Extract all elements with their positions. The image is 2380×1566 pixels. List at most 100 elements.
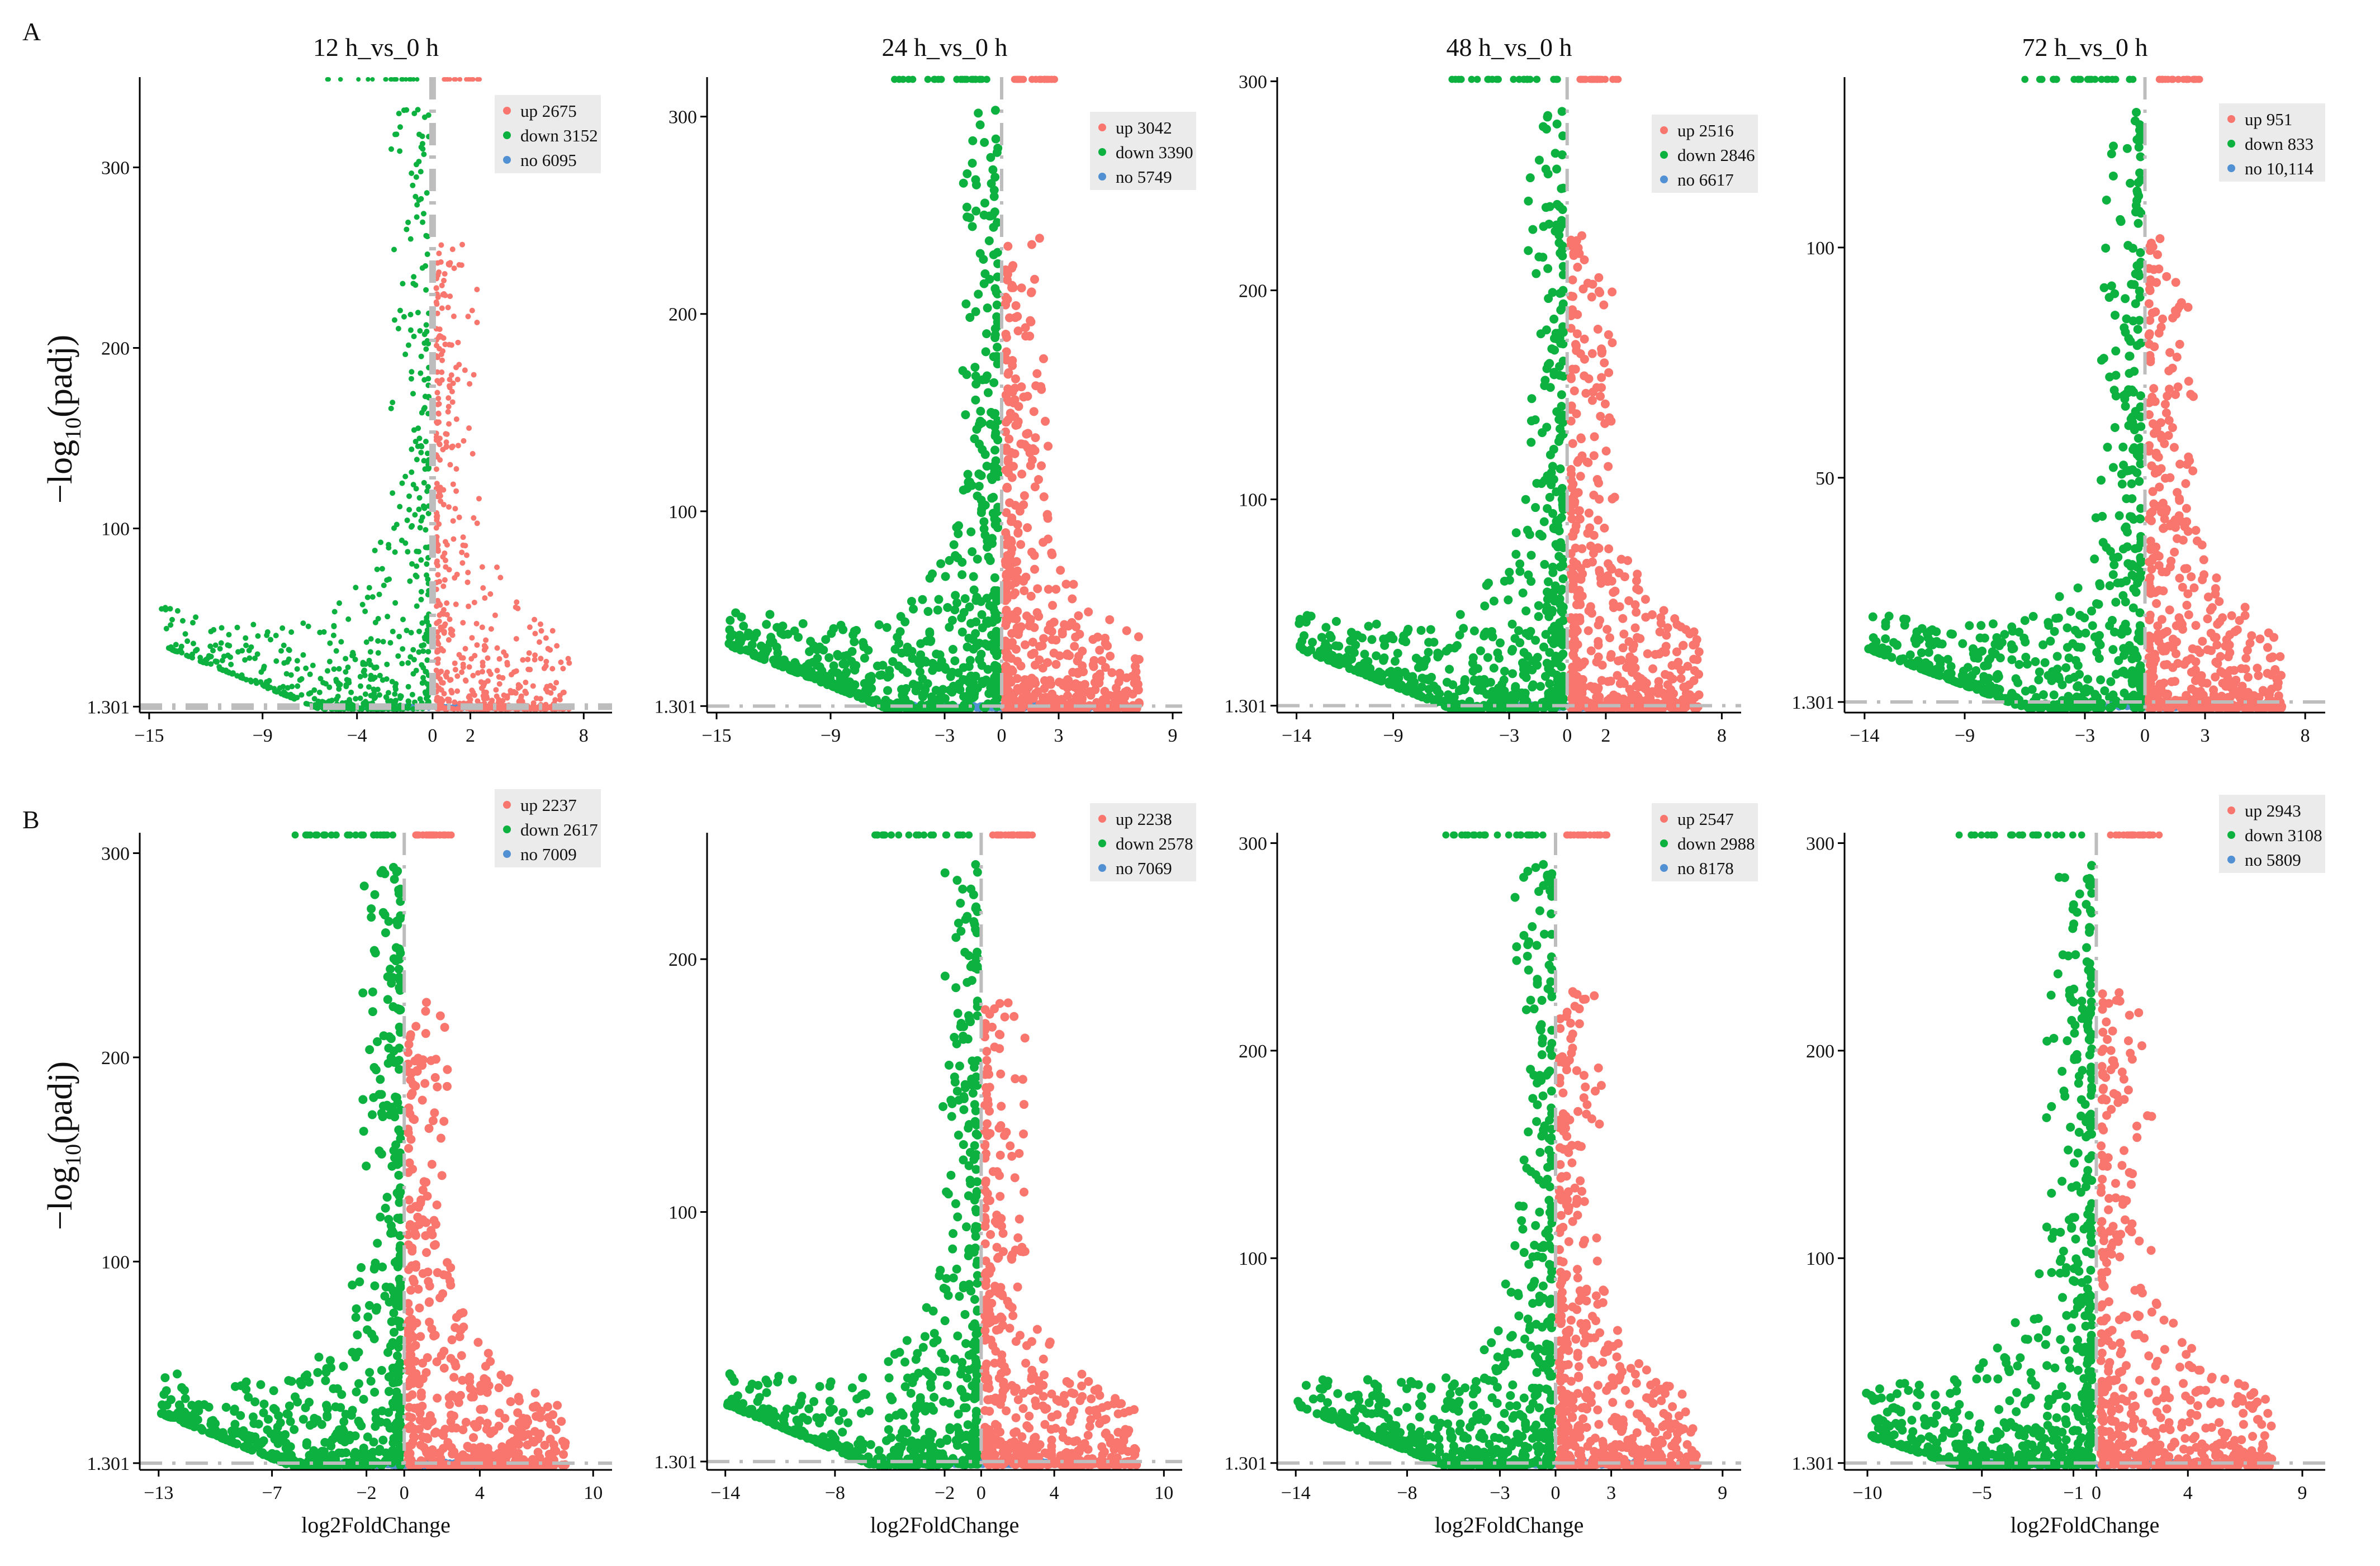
point-down (1438, 697, 1447, 706)
point-down (971, 307, 980, 316)
point-down (965, 313, 975, 322)
point-down (918, 595, 927, 604)
point-up (470, 450, 476, 457)
point-down (1543, 111, 1553, 120)
point-down (331, 666, 337, 672)
point-down (1500, 667, 1509, 676)
point-up (434, 649, 440, 655)
point-down (979, 255, 988, 264)
point-up (460, 542, 466, 548)
point-up (508, 690, 514, 696)
point-up (1568, 439, 1577, 448)
point-up (466, 603, 472, 609)
point-up (453, 488, 459, 494)
point-down (1331, 616, 1341, 626)
point-down-capped (326, 77, 331, 82)
point-down (821, 635, 831, 644)
point-up (1026, 591, 1036, 601)
point-down (294, 658, 300, 664)
point-down (1334, 642, 1344, 651)
point-down (277, 685, 283, 691)
point-down (392, 131, 399, 137)
point-up (1663, 680, 1672, 690)
point-up (456, 262, 462, 268)
point-up (445, 696, 451, 703)
point-up (1023, 523, 1032, 533)
point-up-capped (1011, 75, 1018, 83)
point-up (471, 372, 477, 378)
point-down (284, 659, 290, 665)
point-up (1034, 611, 1044, 621)
point-down (851, 661, 861, 670)
point-up (1568, 275, 1577, 284)
point-down (993, 359, 1002, 369)
point-down (392, 697, 399, 704)
point-up (560, 666, 566, 672)
point-up (1596, 411, 1605, 421)
point-down (1433, 686, 1442, 695)
point-up (1094, 678, 1104, 688)
point-up (1694, 690, 1704, 700)
point-down (343, 669, 349, 675)
point-down (404, 517, 410, 523)
point-down (1373, 675, 1383, 684)
point-down (1553, 521, 1562, 530)
point-up (492, 612, 498, 618)
point-down (423, 346, 429, 352)
point-down (2111, 597, 2121, 607)
point-down (971, 180, 981, 189)
point-up (435, 572, 441, 578)
point-up (1010, 383, 1020, 393)
point-up (434, 620, 440, 627)
point-down (390, 400, 396, 406)
point-down (964, 662, 974, 671)
point-up (1043, 658, 1052, 667)
point-down (864, 646, 873, 655)
point-up (1592, 474, 1602, 484)
x-tick-label: −9 (821, 725, 841, 746)
point-down (970, 434, 979, 443)
point-down (425, 483, 431, 490)
point-up (1600, 523, 1609, 533)
point-down (875, 671, 885, 680)
point-up (496, 681, 502, 687)
point-up (1570, 386, 1579, 396)
point-down (1495, 638, 1505, 648)
point-up (543, 658, 549, 665)
point-up (1045, 676, 1055, 685)
point-up (482, 706, 489, 712)
point-up (1683, 662, 1692, 671)
point-up (1002, 483, 1012, 493)
point-down (1552, 119, 1562, 129)
point-down (184, 652, 190, 658)
point-down (190, 640, 196, 647)
point-down (261, 663, 267, 670)
point-up (494, 645, 500, 651)
point-down (989, 192, 999, 201)
point-down (396, 111, 402, 117)
point-up (1019, 392, 1028, 402)
point-down (395, 326, 401, 332)
point-up (1605, 633, 1615, 643)
legend-label: down 2846 (1677, 145, 1755, 165)
point-down (294, 666, 300, 672)
point-down-capped (389, 77, 394, 82)
point-up (1568, 641, 1577, 651)
point-down (242, 657, 248, 663)
point-up (1571, 340, 1580, 349)
point-down (1295, 615, 1305, 624)
point-down (163, 625, 169, 632)
point-down (1404, 624, 1413, 634)
point-down (980, 269, 990, 278)
point-up (1577, 689, 1587, 698)
point-down (1433, 652, 1443, 662)
legend-key-up (1098, 124, 1106, 131)
point-down (1528, 225, 1538, 234)
point-down (243, 642, 249, 648)
point-up (1021, 331, 1031, 341)
point-up (543, 635, 549, 641)
point-up (1029, 648, 1039, 658)
y-tick-label: 300 (669, 107, 697, 128)
point-down (400, 616, 406, 623)
point-up (508, 672, 514, 678)
